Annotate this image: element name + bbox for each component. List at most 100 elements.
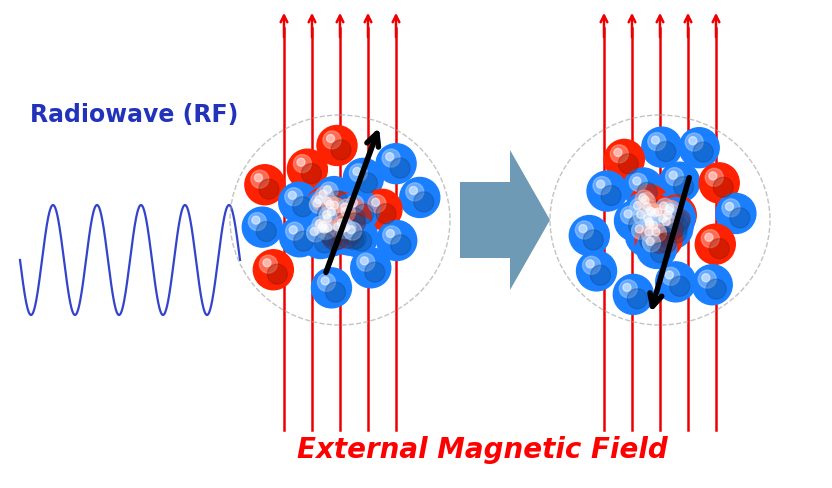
Circle shape — [643, 203, 651, 210]
Circle shape — [324, 230, 344, 250]
Circle shape — [631, 222, 650, 239]
Circle shape — [346, 229, 366, 249]
Circle shape — [311, 216, 351, 256]
Circle shape — [315, 196, 323, 204]
Circle shape — [255, 174, 262, 182]
Circle shape — [689, 137, 697, 144]
Circle shape — [323, 229, 343, 249]
Circle shape — [376, 203, 396, 224]
Circle shape — [342, 224, 349, 231]
Circle shape — [376, 143, 416, 183]
Circle shape — [642, 203, 660, 221]
Circle shape — [285, 222, 304, 240]
Circle shape — [321, 277, 329, 285]
Circle shape — [314, 215, 354, 255]
Circle shape — [647, 205, 666, 224]
Circle shape — [329, 215, 369, 255]
Circle shape — [626, 216, 666, 256]
Circle shape — [710, 239, 730, 259]
Circle shape — [722, 199, 740, 217]
Circle shape — [652, 228, 660, 236]
Circle shape — [624, 210, 632, 218]
Circle shape — [334, 206, 354, 226]
Circle shape — [611, 145, 628, 163]
Circle shape — [665, 206, 673, 215]
Circle shape — [635, 190, 653, 208]
Circle shape — [659, 214, 666, 223]
Circle shape — [640, 211, 658, 229]
Circle shape — [638, 199, 678, 239]
Circle shape — [656, 195, 696, 235]
Circle shape — [601, 185, 621, 205]
Circle shape — [656, 198, 674, 216]
Circle shape — [315, 220, 324, 228]
Circle shape — [635, 225, 643, 233]
Circle shape — [701, 230, 720, 247]
Circle shape — [633, 193, 673, 233]
Circle shape — [591, 265, 611, 285]
Circle shape — [646, 207, 654, 215]
Circle shape — [334, 223, 341, 231]
Circle shape — [339, 224, 347, 232]
Circle shape — [656, 262, 696, 302]
Circle shape — [633, 207, 651, 225]
Circle shape — [325, 282, 345, 302]
Circle shape — [309, 215, 349, 255]
Circle shape — [327, 216, 347, 236]
Circle shape — [260, 255, 277, 273]
Circle shape — [618, 154, 638, 174]
Circle shape — [569, 216, 609, 256]
Circle shape — [582, 256, 601, 274]
Circle shape — [344, 159, 384, 199]
Circle shape — [360, 257, 369, 265]
Circle shape — [317, 222, 334, 240]
Circle shape — [696, 224, 735, 264]
Circle shape — [636, 211, 676, 251]
Circle shape — [663, 220, 683, 240]
Circle shape — [640, 212, 680, 252]
Circle shape — [297, 158, 305, 166]
Circle shape — [651, 213, 671, 233]
Circle shape — [671, 209, 691, 229]
Circle shape — [331, 140, 351, 160]
Circle shape — [583, 230, 603, 250]
Circle shape — [597, 180, 605, 188]
Circle shape — [631, 187, 671, 227]
Circle shape — [650, 223, 670, 243]
Circle shape — [245, 165, 285, 205]
Circle shape — [666, 223, 686, 243]
Circle shape — [662, 218, 671, 225]
Circle shape — [383, 226, 401, 244]
Circle shape — [310, 181, 349, 221]
Circle shape — [342, 224, 362, 244]
Circle shape — [338, 220, 356, 238]
Circle shape — [623, 168, 663, 208]
Circle shape — [313, 202, 353, 242]
Circle shape — [669, 171, 677, 179]
Circle shape — [320, 182, 338, 200]
Circle shape — [324, 215, 331, 223]
Circle shape — [651, 136, 660, 144]
Circle shape — [648, 220, 668, 240]
Circle shape — [306, 211, 346, 251]
Circle shape — [639, 199, 657, 217]
Circle shape — [669, 212, 689, 232]
Circle shape — [693, 142, 713, 162]
Circle shape — [328, 203, 348, 223]
Circle shape — [640, 230, 660, 250]
Circle shape — [670, 276, 690, 296]
Circle shape — [587, 171, 627, 211]
Circle shape — [651, 243, 671, 263]
Circle shape — [661, 267, 680, 285]
Circle shape — [315, 218, 333, 236]
Circle shape — [318, 204, 338, 224]
Circle shape — [646, 220, 654, 228]
Circle shape — [324, 195, 344, 215]
Circle shape — [638, 207, 658, 227]
Circle shape — [386, 153, 394, 161]
Circle shape — [390, 158, 410, 178]
Circle shape — [259, 179, 279, 199]
Circle shape — [634, 202, 641, 210]
Circle shape — [338, 217, 378, 257]
Circle shape — [646, 202, 666, 222]
